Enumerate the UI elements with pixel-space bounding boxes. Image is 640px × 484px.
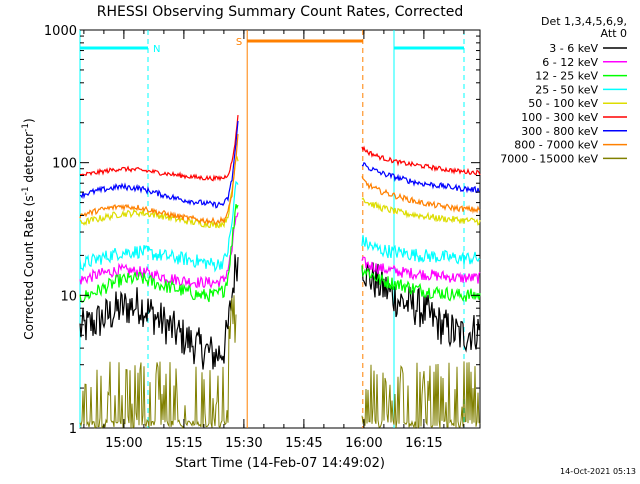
x-tick-label: 15:00: [105, 436, 142, 451]
x-tick-label: 15:15: [165, 436, 202, 451]
legend-header-2: Att 0: [601, 27, 627, 40]
y-tick-label: 1000: [44, 24, 77, 39]
legend-header-1: Det 1,3,4,5,6,9,: [541, 15, 627, 28]
series-line-50-100-kev: [79, 156, 481, 229]
series-line-6-12-kev: [79, 212, 481, 289]
y-axis: 1 10 100 1000: [44, 24, 480, 437]
legend-label: 12 - 25 keV: [535, 70, 598, 83]
x-tick-label: 15:30: [225, 436, 262, 451]
y-tick-label: 10: [60, 289, 77, 304]
legend-label: 25 - 50 keV: [535, 83, 598, 96]
series-line-12-25-kev: [79, 203, 481, 303]
saa-flag-label: S: [236, 37, 242, 48]
x-tick-label: 15:45: [285, 436, 322, 451]
footer-timestamp: 14-Oct-2021 05:13: [560, 467, 636, 476]
series-line-300-800-kev: [79, 120, 481, 209]
y-axis-label-mid: detector: [22, 132, 36, 187]
y-tick-label: 1: [69, 422, 77, 437]
orbit-flag-label: N: [153, 44, 160, 55]
legend-label: 50 - 100 keV: [528, 97, 598, 110]
flags-layer: NS: [79, 30, 465, 428]
legend-label: 3 - 6 keV: [549, 42, 598, 55]
y-axis-label: Corrected Count Rate (s-1 detector-1): [21, 118, 36, 339]
legend-label: 300 - 800 keV: [521, 125, 598, 138]
legend-label: 800 - 7000 keV: [514, 139, 598, 152]
series-layer: [79, 115, 481, 430]
chart-title: RHESSI Observing Summary Count Rates, Co…: [97, 4, 463, 20]
series-line-800-7000-kev: [79, 134, 481, 226]
series-line-100-300-kev: [79, 115, 481, 182]
y-axis-label-main: Corrected Count Rate (s: [22, 195, 36, 339]
y-axis-label-sup2: -1: [21, 123, 31, 132]
y-tick-label: 100: [52, 157, 77, 172]
x-tick-label: 16:15: [405, 436, 442, 451]
legend-label: 6 - 12 keV: [542, 56, 598, 69]
series-line-3-6-kev: [79, 254, 481, 370]
x-axis-label: Start Time (14-Feb-07 14:49:02): [175, 456, 385, 471]
x-axis: 15:00 15:15 15:30 15:45 16:00 16:15: [83, 30, 465, 451]
y-axis-label-end: ): [22, 118, 36, 123]
series-line-25-50-kev: [79, 180, 481, 273]
y-axis-label-sup1: -1: [21, 186, 31, 195]
x-tick-label: 16:00: [345, 436, 382, 451]
legend-label: 100 - 300 keV: [521, 111, 598, 124]
series-line-7000-15000-kev: [79, 295, 481, 430]
legend-label: 7000 - 15000 keV: [500, 152, 598, 165]
